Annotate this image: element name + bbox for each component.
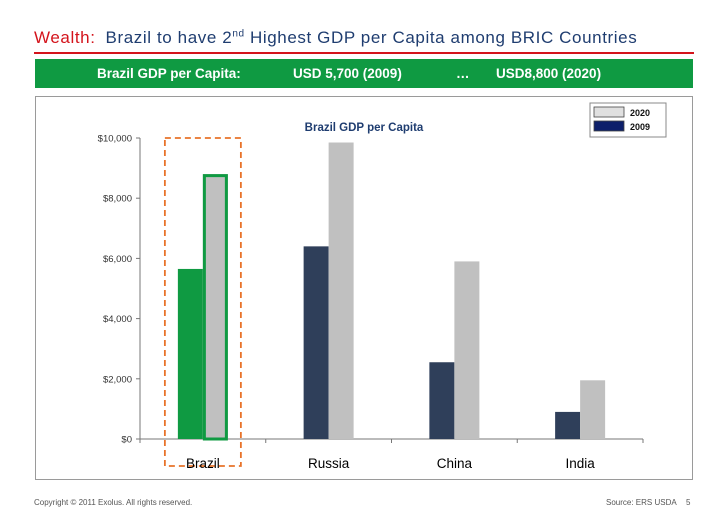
source-text: Source: ERS USDA (606, 498, 677, 507)
copyright-text: Copyright © 2011 Exolus. All rights rese… (34, 498, 193, 507)
banner-label: Brazil GDP per Capita: (97, 66, 241, 81)
title-prefix: Wealth: (34, 28, 96, 47)
y-tick-label: $4,000 (103, 314, 132, 325)
y-tick-label: $0 (121, 435, 132, 446)
page-number: 5 (686, 498, 691, 507)
bar-russia-2020 (328, 142, 354, 439)
chart-frame (35, 96, 693, 480)
y-tick-label: $2,000 (103, 374, 132, 385)
chart-title: Brazil GDP per Capita (305, 122, 424, 134)
title-main: Brazil to have 2nd Highest GDP per Capit… (106, 28, 638, 47)
legend-swatch-2020 (593, 106, 625, 118)
bar-brazil-2020 (202, 174, 228, 439)
title-superscript: nd (232, 28, 245, 40)
slide-title: Wealth: Brazil to have 2nd Highest GDP pe… (34, 28, 637, 48)
bar-india-2020 (580, 380, 606, 439)
banner-value-2020: USD8,800 (2020) (496, 66, 602, 81)
legend-swatch-2009 (593, 120, 625, 132)
bar-china-2020 (454, 261, 480, 439)
y-tick-label: $8,000 (103, 194, 132, 205)
bar-russia-2009 (303, 246, 329, 439)
bar-brazil-2009 (177, 268, 203, 439)
x-category-label: Russia (308, 456, 350, 471)
legend-label-2009: 2009 (630, 122, 650, 132)
highlight-border-2020 (202, 174, 228, 441)
y-tick-label: $6,000 (103, 254, 132, 265)
y-tick-label: $10,000 (98, 134, 132, 145)
banner-ellipsis: … (456, 66, 470, 81)
title-main-text: Brazil to have 2 (105, 28, 233, 47)
title-underline (34, 52, 694, 54)
bar-india-2009 (555, 411, 581, 439)
x-category-label: China (437, 456, 473, 471)
title-suffix: Highest GDP per Capita among BRIC Countr… (244, 28, 638, 47)
x-category-label: Brazil (186, 456, 220, 471)
bar-china-2009 (429, 362, 455, 439)
highlight-dashed-box (163, 137, 242, 467)
gdp-banner: Brazil GDP per Capita: USD 5,700 (2009) … (35, 59, 693, 88)
banner-value-2009: USD 5,700 (2009) (293, 66, 402, 81)
legend-label-2020: 2020 (630, 108, 650, 118)
x-category-label: India (565, 456, 595, 471)
